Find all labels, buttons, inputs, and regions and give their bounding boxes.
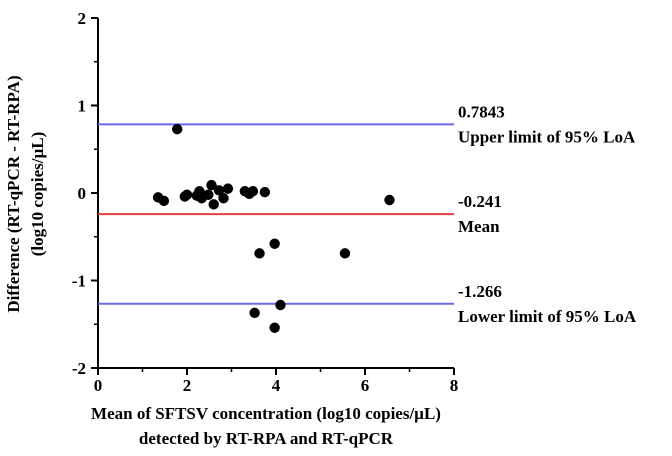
data-point xyxy=(203,189,214,200)
y-tick-label: 2 xyxy=(78,9,87,28)
data-point xyxy=(247,186,259,197)
y-axis-title-line2: (log10 copies/µL) xyxy=(28,132,47,257)
data-point xyxy=(218,193,229,204)
y-axis-title-line1: Difference (RT-qPCR - RT-RPA) xyxy=(4,75,23,312)
x-tick-label: 6 xyxy=(361,376,370,395)
data-point xyxy=(158,195,170,207)
data-point xyxy=(172,123,183,135)
data-point xyxy=(181,189,193,200)
reference-label-lower: Lower limit of 95% LoA xyxy=(458,307,637,326)
reference-value-mean: -0.241 xyxy=(458,192,502,211)
data-point xyxy=(206,179,217,191)
data-point xyxy=(339,248,351,259)
data-point xyxy=(254,248,265,259)
reference-value-upper: 0.7843 xyxy=(458,102,505,121)
x-tick-label: 8 xyxy=(450,376,459,395)
x-axis-title-line2: detected by RT-RPA and RT-qPCR xyxy=(139,429,394,448)
data-point xyxy=(384,194,395,206)
y-tick-label: -2 xyxy=(72,359,86,378)
y-tick-label: 1 xyxy=(78,97,87,116)
data-point xyxy=(259,186,271,198)
data-point xyxy=(213,185,225,196)
reference-label-upper: Upper limit of 95% LoA xyxy=(458,127,636,146)
reference-label-mean: Mean xyxy=(458,217,500,236)
x-tick-label: 2 xyxy=(183,376,192,395)
axis-titles: Mean of SFTSV concentration (log10 copie… xyxy=(4,75,441,448)
data-points xyxy=(152,123,395,333)
reference-lines xyxy=(98,123,454,305)
x-tick-label: 4 xyxy=(272,376,281,395)
y-tick-label: 0 xyxy=(78,184,87,203)
annotations: 0.7843 Upper limit of 95% LoA -0.241 Mean -1… xyxy=(458,102,637,325)
data-point xyxy=(222,183,234,194)
reference-value-lower: -1.266 xyxy=(458,282,502,301)
x-tick-label: 0 xyxy=(94,376,103,395)
data-point xyxy=(208,199,219,210)
data-point xyxy=(275,299,286,311)
data-point xyxy=(249,307,260,319)
axes: -2 -1 0 1 2 0 2 4 6 8 xyxy=(72,9,458,395)
y-tick-label: -1 xyxy=(72,272,86,291)
data-point xyxy=(269,322,280,333)
x-axis-title-line1: Mean of SFTSV concentration (log10 copie… xyxy=(91,404,441,423)
data-point xyxy=(269,238,280,249)
